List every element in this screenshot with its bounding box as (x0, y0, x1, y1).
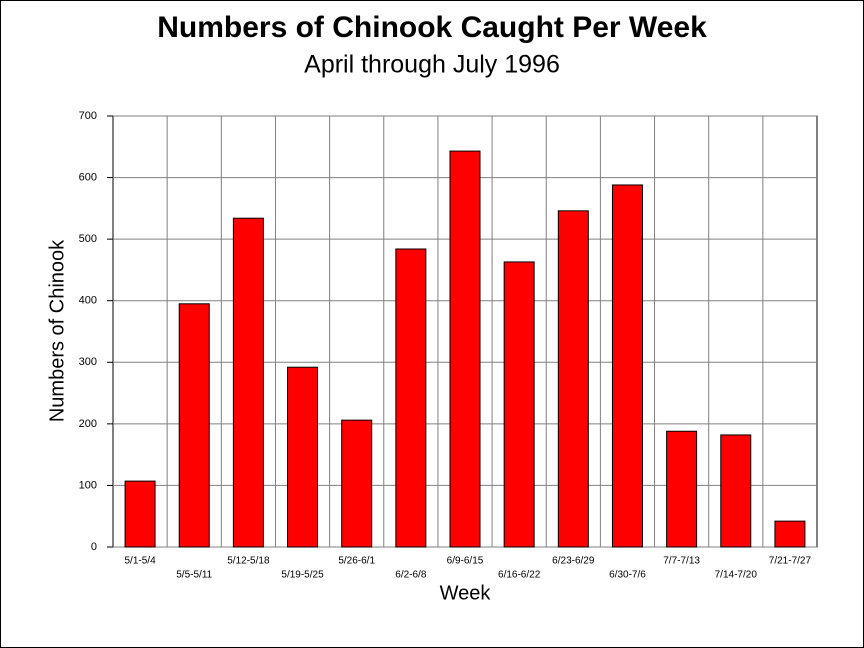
x-tick-label: 6/9-6/15 (447, 556, 484, 567)
x-tick-label: 5/5-5/11 (176, 570, 212, 581)
bar (232, 217, 264, 548)
x-tick-label: 5/12-5/18 (227, 556, 270, 567)
chart-title: Numbers of Chinook Caught Per Week (157, 11, 707, 44)
y-tick-label: 100 (79, 479, 97, 491)
y-tick-label: 600 (79, 171, 97, 183)
x-tick-label: 5/19-5/25 (281, 570, 324, 581)
x-axis-label: Week (440, 582, 492, 604)
bar (178, 303, 210, 548)
y-tick-label: 0 (91, 541, 97, 553)
x-tick-label: 6/23-6/29 (552, 556, 595, 567)
y-tick-label: 300 (79, 356, 97, 368)
y-tick-label: 500 (79, 233, 97, 245)
bar (611, 184, 643, 548)
bar (395, 248, 427, 548)
chart-subtitle: April through July 1996 (304, 51, 560, 79)
x-tick-label: 7/14-7/20 (715, 570, 758, 581)
y-axis-label: Numbers of Chinook (46, 239, 68, 422)
bar (720, 434, 752, 548)
bar (287, 366, 319, 548)
bar (341, 419, 373, 548)
bar (774, 520, 806, 548)
x-tick-label: 6/2-6/8 (395, 570, 427, 581)
x-tick-label: 7/21-7/27 (769, 556, 812, 567)
y-tick-label: 700 (79, 110, 97, 122)
x-tick-label: 5/26-6/1 (338, 556, 375, 567)
bar (124, 480, 156, 548)
y-tick-label: 400 (79, 295, 97, 307)
bar (666, 430, 698, 548)
x-tick-label: 5/1-5/4 (125, 556, 157, 567)
y-tick-label: 200 (79, 418, 97, 430)
x-tick-label: 7/7-7/13 (663, 556, 700, 567)
bar (557, 210, 589, 548)
bar (449, 150, 481, 548)
x-tick-label: 6/30-7/6 (609, 570, 646, 581)
x-tick-label: 6/16-6/22 (498, 570, 541, 581)
bar (503, 261, 535, 548)
